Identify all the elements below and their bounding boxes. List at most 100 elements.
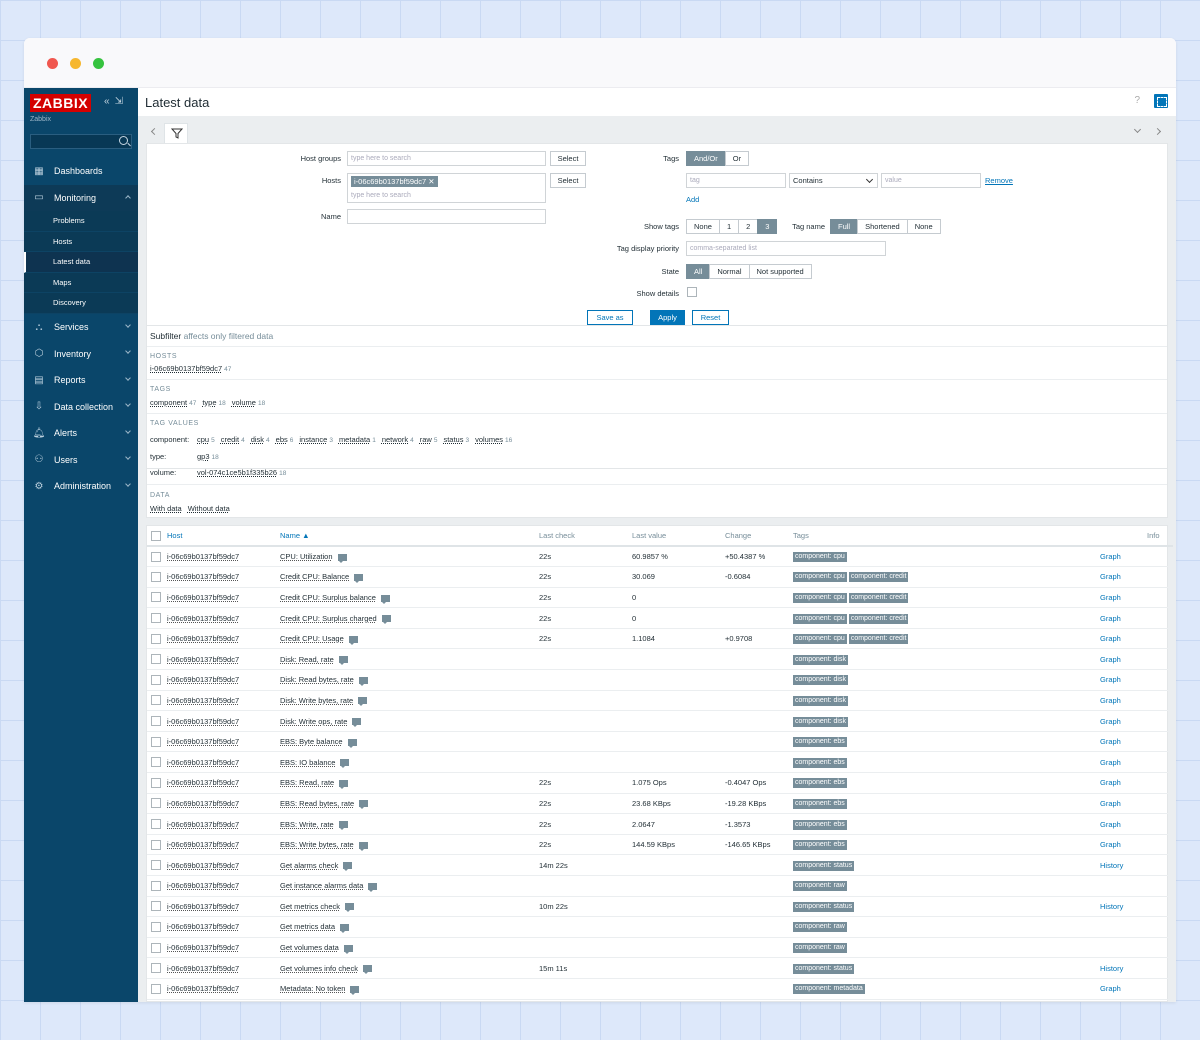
host-link[interactable]: i-06c69b0137bf59dc7 bbox=[167, 654, 240, 664]
graph-link[interactable]: Graph bbox=[1100, 675, 1121, 685]
save-as-button[interactable]: Save as bbox=[587, 310, 633, 325]
tag-badge[interactable]: component: ebs bbox=[793, 840, 847, 851]
sidebar-item-alerts[interactable]: 🔔︎ Alerts bbox=[24, 420, 138, 447]
graph-link[interactable]: Graph bbox=[1100, 778, 1121, 788]
row-checkbox[interactable] bbox=[151, 901, 161, 912]
tag-badge[interactable]: component: credit bbox=[848, 592, 909, 603]
item-name-link[interactable]: Get metrics data bbox=[280, 922, 336, 932]
item-name-link[interactable]: Get volumes info check bbox=[280, 963, 358, 973]
row-checkbox[interactable] bbox=[151, 571, 161, 582]
host-link[interactable]: i-06c69b0137bf59dc7 bbox=[167, 695, 240, 705]
row-checkbox[interactable] bbox=[151, 921, 161, 932]
sidebar-item-inventory[interactable]: ⬡ Inventory bbox=[24, 340, 138, 367]
host-link[interactable]: i-06c69b0137bf59dc7 bbox=[167, 552, 240, 562]
row-checkbox[interactable] bbox=[151, 592, 161, 603]
item-name-link[interactable]: EBS: Byte balance bbox=[280, 737, 343, 747]
remove-tag-link[interactable]: Remove bbox=[985, 176, 1013, 185]
add-tag-link[interactable]: Add bbox=[686, 195, 700, 204]
hosts-select-button[interactable]: Select bbox=[550, 173, 586, 188]
host-link[interactable]: i-06c69b0137bf59dc7 bbox=[167, 798, 240, 808]
host-link[interactable]: i-06c69b0137bf59dc7 bbox=[167, 984, 240, 994]
row-checkbox[interactable] bbox=[151, 777, 161, 788]
graph-link[interactable]: Graph bbox=[1100, 592, 1121, 602]
graph-link[interactable]: Graph bbox=[1100, 552, 1121, 562]
sidebar-item-administration[interactable]: ⚙ Administration bbox=[24, 473, 138, 500]
submenu-item-hosts[interactable]: Hosts bbox=[24, 232, 138, 253]
host-link[interactable]: i-06c69b0137bf59dc7 bbox=[167, 757, 240, 767]
name-input[interactable] bbox=[347, 209, 546, 224]
row-checkbox[interactable] bbox=[151, 983, 161, 994]
hosts-input[interactable]: i-06c69b0137bf59dc7 ✕ type here to searc… bbox=[347, 173, 546, 203]
sidebar-item-dashboards[interactable]: ▦ Dashboards bbox=[24, 158, 138, 185]
tag-badge[interactable]: component: cpu bbox=[793, 634, 847, 645]
tag-badge[interactable]: component: ebs bbox=[793, 778, 847, 789]
chevron-down-icon[interactable] bbox=[1133, 125, 1142, 134]
item-name-link[interactable]: EBS: Write bytes, rate bbox=[280, 840, 354, 850]
row-checkbox[interactable] bbox=[151, 963, 161, 974]
host-link[interactable]: i-06c69b0137bf59dc7 bbox=[167, 819, 240, 829]
host-link[interactable]: i-06c69b0137bf59dc7 bbox=[167, 716, 240, 726]
maximize-window-button[interactable] bbox=[93, 58, 104, 69]
sidebar-item-monitoring[interactable]: ▭ Monitoring bbox=[24, 184, 138, 211]
subfilter-value-link[interactable]: disk bbox=[250, 435, 265, 444]
subfilter-value-link[interactable]: volume bbox=[231, 398, 256, 407]
host-link[interactable]: i-06c69b0137bf59dc7 bbox=[167, 840, 240, 850]
tag-input[interactable]: tag bbox=[686, 173, 786, 188]
row-checkbox[interactable] bbox=[151, 798, 161, 809]
tag-badge[interactable]: component: ebs bbox=[793, 757, 847, 768]
show-tags-option-3[interactable]: 3 bbox=[757, 219, 778, 234]
row-checkbox[interactable] bbox=[151, 819, 161, 830]
history-link[interactable]: History bbox=[1100, 963, 1124, 973]
sidebar-item-users[interactable]: ⚇ Users bbox=[24, 446, 138, 473]
tag-badge[interactable]: component: disk bbox=[793, 695, 848, 706]
item-name-link[interactable]: Credit CPU: Usage bbox=[280, 634, 344, 644]
subfilter-value-link[interactable]: status bbox=[443, 435, 464, 444]
host-link[interactable]: i-06c69b0137bf59dc7 bbox=[167, 613, 240, 623]
tag-badge[interactable]: component: status bbox=[793, 901, 855, 912]
host-groups-input[interactable]: type here to search bbox=[347, 151, 546, 166]
tag-badge[interactable]: component: cpu bbox=[793, 613, 847, 624]
row-checkbox[interactable] bbox=[151, 716, 161, 727]
row-checkbox[interactable] bbox=[151, 942, 161, 953]
item-name-link[interactable]: EBS: Write, rate bbox=[280, 819, 334, 829]
header-host[interactable]: Host bbox=[163, 526, 276, 547]
host-link[interactable]: i-06c69b0137bf59dc7 bbox=[167, 778, 240, 788]
select-all-checkbox[interactable] bbox=[147, 526, 163, 547]
tag-priority-input[interactable]: comma-separated list bbox=[686, 241, 886, 256]
row-checkbox[interactable] bbox=[151, 674, 161, 685]
subfilter-data-link[interactable]: Without data bbox=[187, 504, 230, 513]
row-checkbox[interactable] bbox=[151, 860, 161, 871]
tag-badge[interactable]: component: credit bbox=[848, 613, 909, 624]
tag-badge[interactable]: component: cpu bbox=[793, 552, 847, 563]
item-name-link[interactable]: Disk: Write bytes, rate bbox=[280, 695, 354, 705]
graph-link[interactable]: Graph bbox=[1100, 757, 1121, 767]
item-description-icon[interactable] bbox=[347, 738, 357, 748]
item-name-link[interactable]: EBS: IO balance bbox=[280, 757, 336, 767]
history-link[interactable]: History bbox=[1100, 860, 1124, 870]
item-description-icon[interactable] bbox=[358, 697, 368, 707]
reset-button[interactable]: Reset bbox=[692, 310, 729, 325]
row-checkbox[interactable] bbox=[151, 839, 161, 850]
graph-link[interactable]: Graph bbox=[1100, 654, 1121, 664]
host-link[interactable]: i-06c69b0137bf59dc7 bbox=[167, 572, 240, 582]
tag-badge[interactable]: component: raw bbox=[793, 881, 847, 892]
row-checkbox[interactable] bbox=[151, 757, 161, 768]
state-option-normal[interactable]: Normal bbox=[709, 264, 750, 279]
graph-link[interactable]: Graph bbox=[1100, 840, 1121, 850]
item-name-link[interactable]: EBS: Read, rate bbox=[280, 778, 335, 788]
graph-link[interactable]: Graph bbox=[1100, 819, 1121, 829]
item-name-link[interactable]: Credit CPU: Balance bbox=[280, 572, 350, 582]
tag-badge[interactable]: component: credit bbox=[848, 634, 909, 645]
row-checkbox[interactable] bbox=[151, 551, 161, 562]
tag-badge[interactable]: component: cpu bbox=[793, 592, 847, 603]
subfilter-value-link[interactable]: volumes bbox=[475, 435, 504, 444]
graph-link[interactable]: Graph bbox=[1100, 798, 1121, 808]
host-link[interactable]: i-06c69b0137bf59dc7 bbox=[167, 737, 240, 747]
show-details-checkbox[interactable] bbox=[687, 287, 697, 297]
item-name-link[interactable]: Disk: Read bytes, rate bbox=[280, 675, 354, 685]
graph-link[interactable]: Graph bbox=[1100, 984, 1121, 994]
submenu-item-discovery[interactable]: Discovery bbox=[24, 293, 138, 314]
checkbox[interactable] bbox=[151, 530, 161, 541]
host-link[interactable]: i-06c69b0137bf59dc7 bbox=[167, 901, 240, 911]
item-name-link[interactable]: CPU: Utilization bbox=[280, 552, 333, 562]
